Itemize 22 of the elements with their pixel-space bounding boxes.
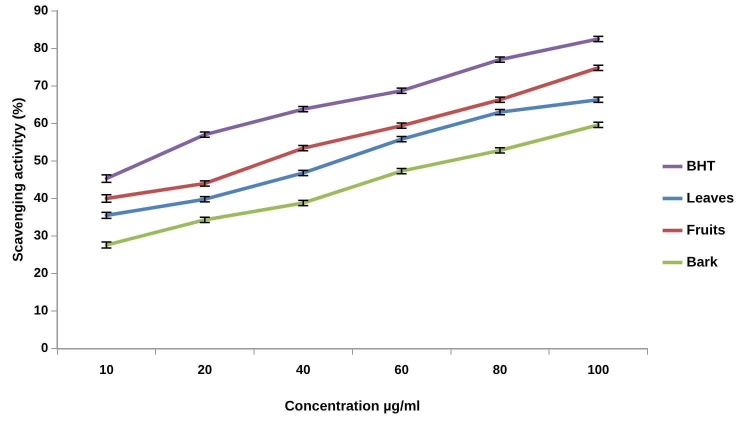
x-axis-title: Concentration µg/ml (284, 397, 420, 414)
y-tick-label: 0 (41, 340, 48, 356)
legend-label: Bark (686, 253, 718, 270)
y-tick-label: 80 (34, 40, 48, 55)
y-tick-label: 10 (34, 302, 48, 318)
x-tick-label: 60 (394, 362, 409, 377)
y-tick-label: 30 (34, 228, 48, 243)
x-tick-label: 20 (198, 362, 212, 377)
x-tick-label: 100 (587, 362, 610, 377)
x-tick-label: 10 (99, 362, 114, 377)
y-axis-title: Scavenging activityy (%) (9, 98, 26, 262)
legend-label: BHT (686, 157, 716, 174)
y-tick-label: 20 (34, 265, 48, 280)
y-tick-label: 40 (34, 190, 48, 206)
legend-label: Fruits (686, 221, 726, 238)
y-tick-label: 50 (34, 152, 48, 168)
y-tick-label: 70 (34, 77, 48, 92)
legend-label: Leaves (686, 189, 734, 206)
y-tick-label: 60 (34, 114, 48, 130)
x-tick-label: 40 (296, 362, 310, 377)
y-tick-label: 90 (34, 2, 48, 18)
x-tick-label: 80 (492, 362, 508, 377)
